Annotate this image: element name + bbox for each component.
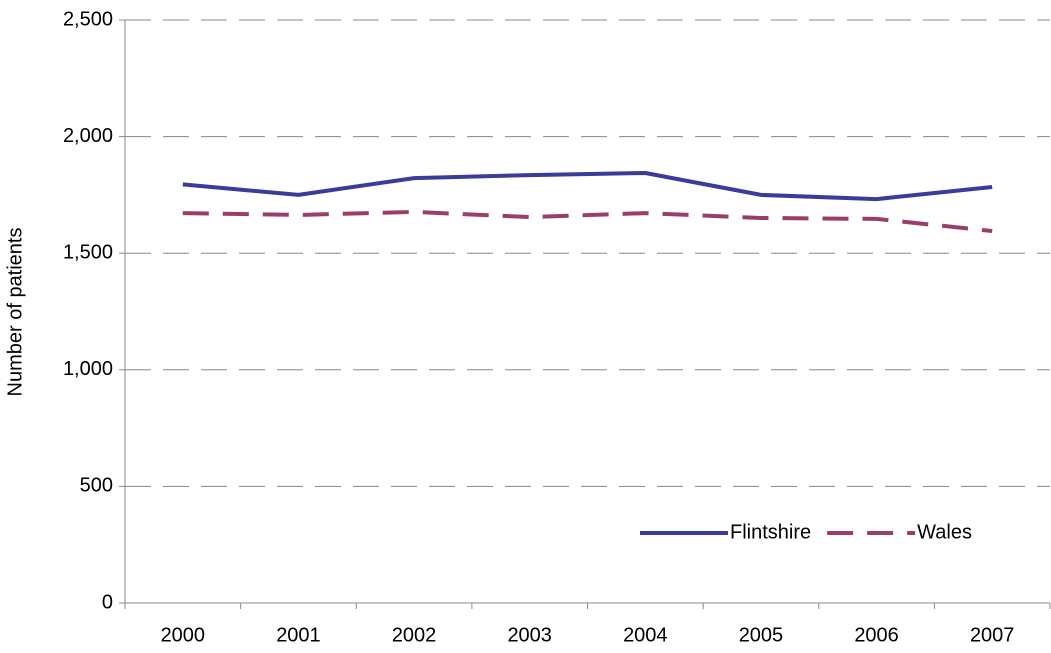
y-tick-label: 2,500 [63, 8, 113, 30]
y-tick-label: 2,000 [63, 125, 113, 147]
x-tick-label: 2006 [854, 624, 899, 646]
legend-label: Flintshire [730, 521, 811, 543]
x-tick-label: 2007 [970, 624, 1015, 646]
x-tick-label: 2000 [161, 624, 206, 646]
y-tick-label: 1,000 [63, 358, 113, 380]
x-tick-label: 2005 [739, 624, 784, 646]
x-tick-label: 2002 [392, 624, 437, 646]
series-line [182, 170, 993, 202]
y-tick-label: 500 [80, 475, 113, 497]
y-tick-label: 0 [102, 591, 113, 613]
x-tick-label: 2003 [507, 624, 552, 646]
y-tick-label: 1,500 [63, 241, 113, 263]
legend-label: Wales [917, 521, 972, 543]
x-tick-label: 2004 [623, 624, 668, 646]
y-axis-label: Number of patients [4, 228, 26, 397]
series-line [182, 209, 993, 234]
x-tick-label: 2001 [276, 624, 321, 646]
